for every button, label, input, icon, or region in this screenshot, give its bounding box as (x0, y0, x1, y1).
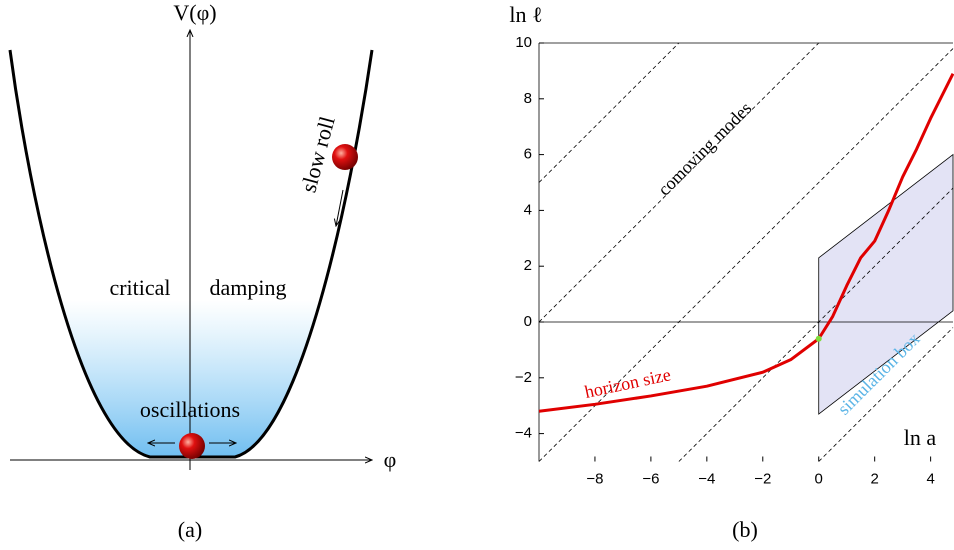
arrow (336, 189, 344, 226)
annotation: damping (210, 275, 287, 300)
x-tick-label: 4 (926, 470, 934, 487)
annotation: critical (109, 275, 170, 300)
y-tick-label: −4 (515, 425, 532, 442)
x-tick-label: −4 (698, 470, 715, 487)
ball (179, 433, 205, 459)
comoving-mode (818, 327, 954, 462)
series-line (538, 73, 954, 413)
y-tick-label: 6 (524, 146, 532, 163)
annotation: comoving modes (654, 98, 755, 199)
x-tick-label: −2 (754, 470, 771, 487)
y-axis-label: ln ℓ (509, 2, 542, 27)
x-tick-label: 0 (815, 470, 823, 487)
y-tick-label: 0 (524, 313, 532, 330)
y-tick-label: −2 (515, 369, 532, 386)
caption: (a) (178, 517, 202, 542)
axis-label: V(φ) (173, 0, 216, 25)
x-axis-label: ln a (904, 425, 937, 450)
marker (815, 335, 822, 342)
x-tick-label: −6 (642, 470, 659, 487)
comoving-mode (538, 42, 680, 183)
ball (332, 144, 358, 170)
caption: (b) (732, 517, 758, 542)
y-tick-label: 2 (524, 257, 532, 274)
y-tick-label: 10 (515, 34, 532, 51)
potential-diagram: V(φ) φ slow roll critical damping oscill… (8, 0, 397, 542)
well-fill (10, 50, 372, 457)
axis-label: φ (384, 447, 397, 472)
annotation: oscillations (140, 397, 240, 422)
x-tick-label: 2 (871, 470, 879, 487)
comoving-mode (678, 187, 954, 462)
y-tick-label: 4 (524, 201, 532, 218)
x-tick-label: −8 (586, 470, 603, 487)
simulation-box (818, 153, 954, 415)
comoving-mode (538, 42, 820, 323)
y-tick-label: 8 (524, 90, 532, 107)
series-label: horizon size (583, 364, 673, 402)
